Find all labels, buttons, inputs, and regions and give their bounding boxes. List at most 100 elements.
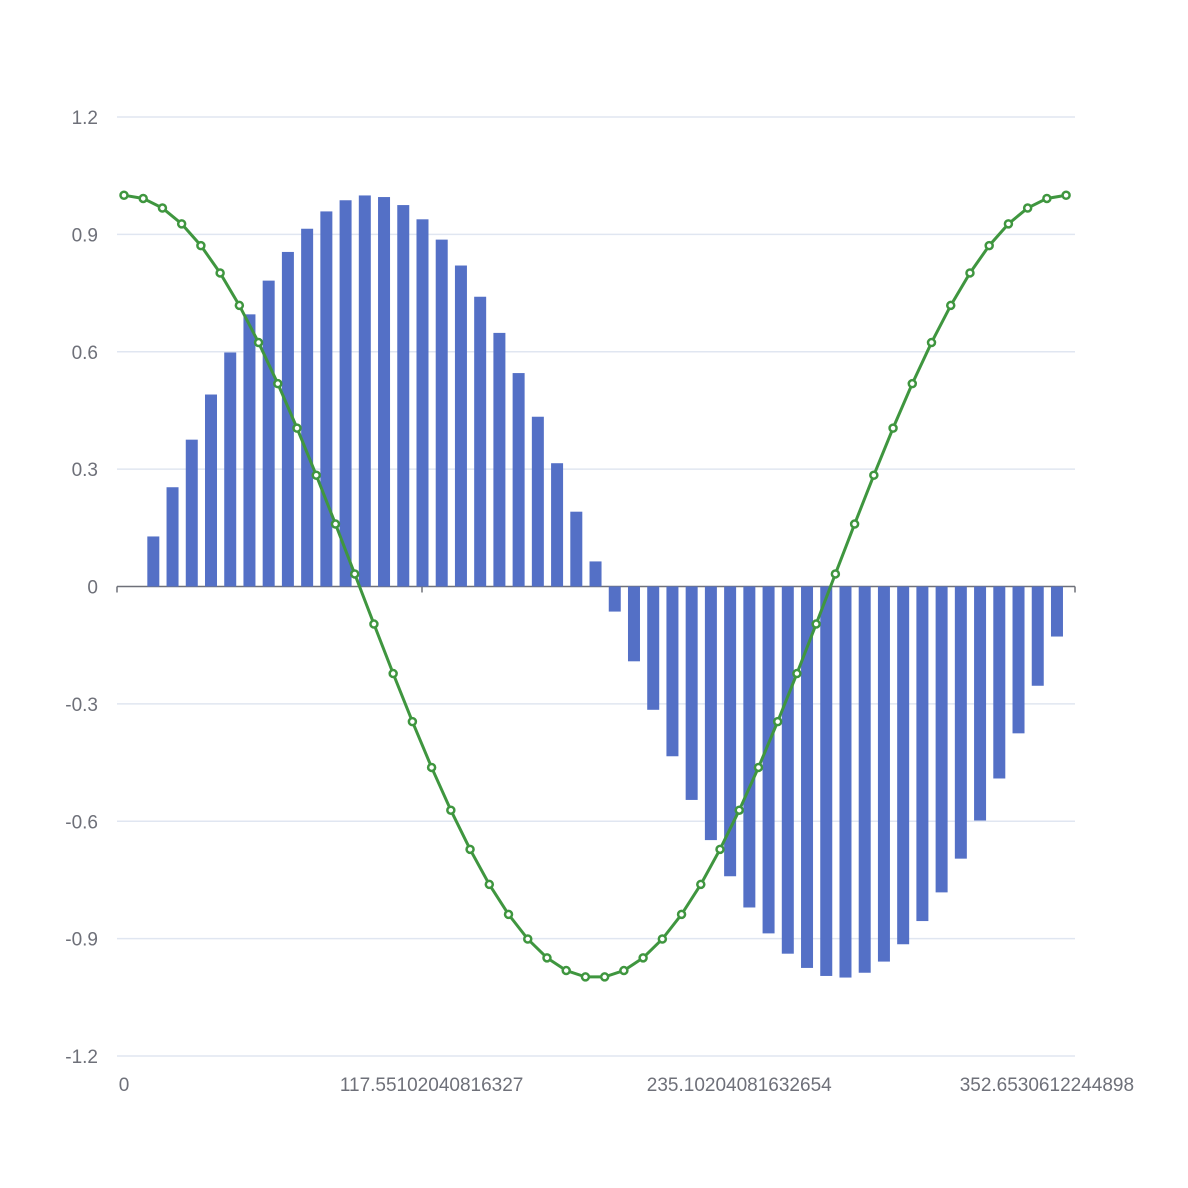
line-point-cos [311, 470, 322, 480]
line-point-cos [696, 879, 706, 890]
line-point-cos [503, 909, 514, 920]
line-point-cos [753, 762, 764, 773]
bar-sin [1050, 586, 1063, 637]
line-point-cos [446, 805, 456, 815]
bar-sin [839, 586, 852, 978]
bar-sin [224, 352, 237, 587]
line-point-cos [349, 569, 360, 579]
line-point-cos [138, 193, 148, 204]
bar-sin [666, 586, 679, 757]
line-point-cos [119, 190, 129, 200]
bar-sin [897, 586, 910, 945]
bar-sin [166, 487, 179, 587]
y-tick-label: 0.9 [72, 225, 98, 246]
bar-sin [916, 586, 929, 922]
line-point-cos [888, 423, 898, 433]
line-point-cos [465, 844, 475, 855]
bar-sin [416, 219, 429, 587]
line-point-cos [792, 668, 802, 679]
line-point-cos [292, 423, 302, 433]
bar-sin [954, 586, 967, 859]
bar-sin [378, 197, 391, 587]
bar-sin [474, 296, 487, 587]
bar-sin [974, 586, 987, 821]
line-point-cos [869, 470, 879, 480]
bar-sin [781, 586, 794, 954]
bar-sin [493, 332, 506, 587]
bar-sin [743, 586, 756, 908]
x-tick-label: 117.55102040816327 [340, 1075, 524, 1096]
line-point-cos [369, 619, 379, 629]
line-point-cos [599, 972, 610, 982]
line-point-cos [580, 972, 591, 982]
line-point-cos [484, 879, 495, 890]
y-tick-label: 0.6 [72, 343, 98, 364]
line-point-cos [849, 519, 860, 529]
bar-sin [935, 586, 948, 893]
line-point-cos [772, 716, 783, 727]
line-point-cos [1042, 193, 1052, 204]
x-tick-label: 352.6530612244898 [960, 1075, 1134, 1096]
line-point-cos [638, 953, 648, 963]
bar-sin [993, 586, 1006, 779]
y-tick-label: -1.2 [65, 1047, 98, 1068]
bar-sin [685, 586, 698, 800]
bar-sin [281, 251, 294, 587]
y-tick-label: -0.9 [65, 930, 98, 951]
bar-sin [1031, 586, 1044, 686]
line-point-cos [1003, 219, 1014, 229]
line-point-cos [542, 953, 552, 963]
line-point-cos [253, 337, 264, 348]
x-tick-label: 235.10204081632654 [647, 1075, 832, 1096]
line-point-cos [657, 934, 668, 944]
bar-sin [147, 536, 160, 587]
line-point-cos [157, 203, 168, 213]
line-point-cos [273, 378, 283, 389]
bar-sin [877, 586, 890, 962]
bar-sin [454, 265, 467, 587]
line-point-cos [330, 519, 341, 529]
bar-sin [531, 416, 544, 587]
bar-sin [589, 561, 602, 587]
line-point-cos [1022, 203, 1033, 213]
bar-sin [704, 586, 717, 841]
x-tick-label: 0 [119, 1075, 130, 1096]
bar-sin [627, 586, 640, 662]
bar-sin [339, 200, 352, 587]
line-point-cos [234, 300, 245, 311]
bar-sin [320, 211, 333, 587]
line-point-cos [734, 805, 744, 815]
bar-sin [1012, 586, 1025, 734]
bar-sin [243, 314, 256, 587]
line-point-cos [715, 844, 725, 855]
bar-sin [397, 205, 410, 587]
line-point-cos [1061, 190, 1071, 200]
line-cos [123, 193, 1067, 979]
line-point-cos [523, 934, 533, 944]
bar-sin [262, 280, 275, 587]
y-tick-label: 0.3 [72, 460, 98, 481]
bar-sin [647, 586, 660, 710]
line-point-cos [561, 965, 571, 976]
line-point-cos [176, 219, 187, 229]
bar-sin [301, 228, 314, 587]
line-point-cos [811, 619, 821, 629]
line-point-cos [830, 569, 841, 579]
line-point-cos [945, 300, 956, 311]
bar-sin [570, 511, 583, 587]
line-point-cos [619, 965, 629, 976]
bar-sin [185, 439, 198, 587]
bar-sin [204, 394, 217, 587]
line-point-cos [388, 668, 398, 679]
bar-sin [551, 463, 564, 587]
y-tick-label: 1.2 [72, 108, 98, 129]
line-point-cos [215, 268, 225, 278]
bar-sin [724, 586, 737, 877]
line-point-cos [926, 337, 937, 348]
y-tick-label: -0.3 [65, 695, 98, 716]
bar-sin [608, 586, 621, 612]
line-point-cos [196, 240, 206, 251]
line-point-cos [676, 909, 687, 920]
bar-sin [858, 586, 871, 973]
